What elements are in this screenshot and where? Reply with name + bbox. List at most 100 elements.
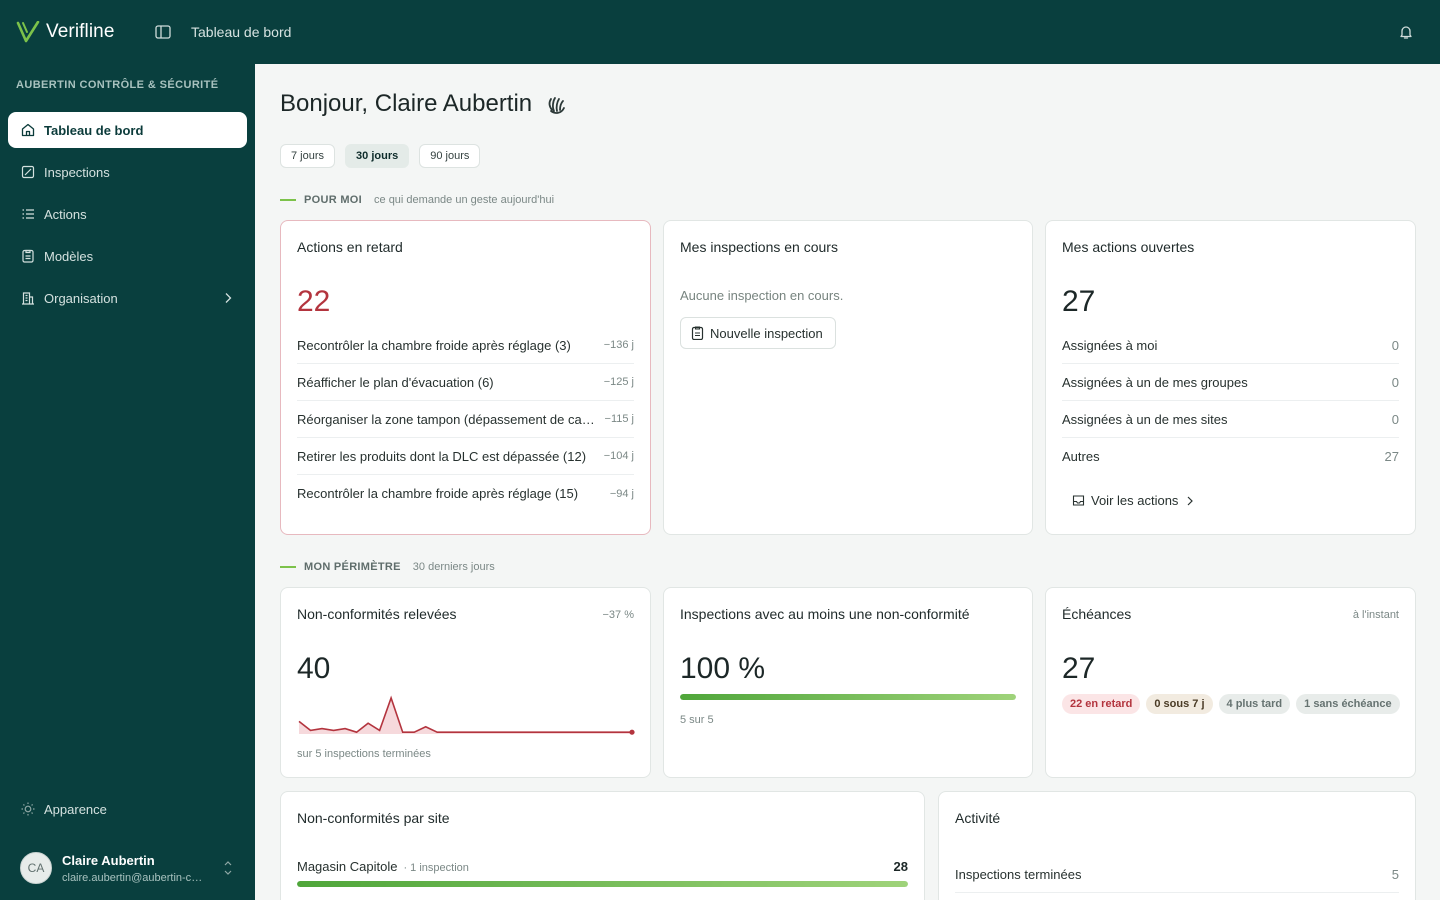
- card-title: Activité: [955, 810, 1001, 826]
- sidebar-item-dashboard[interactable]: Tableau de bord: [8, 112, 247, 148]
- card-title: Échéances: [1062, 606, 1132, 622]
- nonconformities-count: 40: [297, 652, 331, 685]
- activity-list: Inspections terminées 5: [955, 856, 1399, 893]
- avatar: CA: [20, 852, 52, 884]
- building-icon: [22, 292, 34, 305]
- section-subtitle: ce qui demande un geste aujourd'hui: [374, 194, 555, 206]
- list-item[interactable]: Autres 27: [1062, 449, 1399, 464]
- link-label: Voir les actions: [1091, 493, 1179, 508]
- overdue-actions-card: Actions en retard 22 Recontrôler la cham…: [280, 220, 651, 535]
- status-badge[interactable]: 1 sans échéance: [1296, 694, 1400, 714]
- list-item[interactable]: Recontrôler la chambre froide après régl…: [297, 486, 634, 501]
- card-title: Mes inspections en cours: [680, 239, 838, 255]
- sidebar-item-inspections[interactable]: Inspections: [8, 154, 247, 190]
- updated-at: à l'instant: [1352, 609, 1399, 621]
- inspections-nc-value: 100 %: [680, 652, 766, 685]
- inspection-icon: [21, 165, 35, 179]
- deadline-badges: 22 en retard 0 sous 7 j 4 plus tard 1 sa…: [1062, 694, 1406, 714]
- organization-name: AUBERTIN CONTRÔLE & SÉCURITÉ: [16, 79, 219, 91]
- appearance-toggle[interactable]: Apparence: [20, 801, 107, 817]
- inspections-with-nc-card: Inspections avec au moins une non-confor…: [663, 587, 1033, 778]
- deadlines-count: 27: [1062, 652, 1096, 685]
- main-content: Bonjour, Claire Aubertin 7 jours 30 jour…: [255, 64, 1440, 900]
- range-90-days[interactable]: 90 jours: [419, 144, 481, 168]
- chevron-right-icon: [1188, 496, 1194, 505]
- section-title: MON PÉRIMÈTRE: [304, 561, 401, 573]
- chevrons-up-down-icon: [224, 861, 232, 875]
- view-actions-link[interactable]: Voir les actions: [1072, 493, 1196, 508]
- status-badge[interactable]: 0 sous 7 j: [1146, 694, 1213, 714]
- card-title: Non-conformités par site: [297, 810, 450, 826]
- list-item[interactable]: Assignées à un de mes groupes 0: [1062, 364, 1399, 401]
- card-title: Actions en retard: [297, 239, 403, 255]
- range-7-days[interactable]: 7 jours: [280, 144, 336, 168]
- status-badge[interactable]: 22 en retard: [1062, 694, 1141, 714]
- overdue-list: Recontrôler la chambre froide après régl…: [297, 327, 634, 512]
- site-bar: [297, 881, 908, 887]
- section-scope: MON PÉRIMÈTRE 30 derniers jours: [280, 561, 495, 573]
- sun-icon: [21, 802, 35, 816]
- status-badge[interactable]: 4 plus tard: [1218, 694, 1291, 714]
- verifline-logo-icon: [16, 21, 40, 43]
- card-title: Non-conformités relevées: [297, 606, 457, 622]
- my-inspections-card: Mes inspections en cours Aucune inspecti…: [663, 220, 1033, 535]
- list-item[interactable]: Inspections terminées 5: [955, 856, 1399, 893]
- activity-card: Activité Inspections terminées 5: [938, 791, 1416, 900]
- user-email: claire.aubertin@aubertin-controle-securi…: [62, 871, 208, 884]
- brand[interactable]: Verifline: [16, 21, 142, 43]
- list-item[interactable]: Assignées à un de mes sites 0: [1062, 401, 1399, 438]
- page-title: Bonjour, Claire Aubertin: [280, 90, 568, 118]
- bell-icon[interactable]: [1398, 24, 1414, 40]
- greeting-text: Bonjour, Claire Aubertin: [280, 90, 533, 117]
- sidebar-item-label: Tableau de bord: [44, 122, 144, 138]
- new-inspection-button[interactable]: Nouvelle inspection: [680, 317, 836, 349]
- clipboard-icon: [691, 326, 704, 340]
- list-item[interactable]: Assignées à moi 0: [1062, 327, 1399, 364]
- wave-icon: [548, 97, 566, 114]
- list-item[interactable]: Réafficher le plan d'évacuation (6) −125 …: [297, 364, 634, 401]
- top-bar: Verifline Tableau de bord: [0, 0, 1440, 64]
- brand-name: Verifline: [46, 21, 115, 42]
- card-title: Inspections avec au moins une non-confor…: [680, 606, 970, 622]
- range-selector: 7 jours 30 jours 90 jours: [280, 144, 490, 168]
- sidebar-item-label: Actions: [44, 206, 87, 222]
- site-row[interactable]: Magasin Capitole · 1 inspection 28: [297, 858, 908, 876]
- list-item[interactable]: Recontrôler la chambre froide après régl…: [297, 327, 634, 364]
- list-item[interactable]: Réorganiser la zone tampon (dépassement …: [297, 401, 634, 438]
- delta-value: −37 %: [602, 609, 635, 621]
- sidebar-item-label: Inspections: [44, 164, 110, 180]
- sidebar-item-label: Organisation: [44, 290, 118, 306]
- sidebar: AUBERTIN CONTRÔLE & SÉCURITÉ Tableau de …: [0, 64, 255, 900]
- bar-fill: [297, 881, 908, 887]
- sidebar-item-label: Modèles: [44, 248, 94, 264]
- home-icon: [21, 123, 35, 137]
- card-footer: 5 sur 5: [680, 714, 714, 726]
- clipboard-icon: [22, 249, 34, 263]
- inspections-nc-progress: [680, 694, 1016, 700]
- inbox-icon: [1072, 495, 1085, 506]
- list-item[interactable]: Retirer les produits dont la DLC est dép…: [297, 438, 634, 475]
- site-inspections: · 1 inspection: [403, 862, 469, 874]
- user-menu[interactable]: CA Claire Aubertin claire.aubertin@auber…: [20, 846, 240, 890]
- appearance-label: Apparence: [44, 801, 107, 817]
- overdue-count: 22: [297, 285, 331, 318]
- list-icon: [22, 209, 34, 219]
- nonconformities-card: Non-conformités relevées −37 % 40 sur 5 …: [280, 587, 651, 778]
- sidebar-item-actions[interactable]: Actions: [8, 196, 247, 232]
- sparkline-endpoint: [629, 729, 635, 735]
- sidebar-item-organisation[interactable]: Organisation: [8, 280, 247, 316]
- breadcrumb: Tableau de bord: [191, 24, 292, 40]
- section-subtitle: 30 derniers jours: [412, 561, 495, 573]
- site-name: Magasin Capitole: [297, 859, 398, 874]
- open-actions-count: 27: [1062, 285, 1096, 318]
- nc-by-site-card: Non-conformités par site Magasin Capitol…: [280, 791, 925, 900]
- progress-fill: [680, 694, 1016, 700]
- section-for-me: POUR MOI ce qui demande un geste aujourd…: [280, 194, 554, 206]
- range-30-days[interactable]: 30 jours: [345, 144, 410, 168]
- user-name: Claire Aubertin: [62, 852, 155, 868]
- sidebar-toggle-icon[interactable]: [155, 25, 171, 39]
- sidebar-item-templates[interactable]: Modèles: [8, 238, 247, 274]
- chevron-right-icon: [225, 293, 232, 303]
- my-open-actions-card: Mes actions ouvertes 27 Assignées à moi 0…: [1045, 220, 1416, 535]
- open-actions-breakdown: Assignées à moi 0 Assignées à un de mes g…: [1062, 327, 1399, 475]
